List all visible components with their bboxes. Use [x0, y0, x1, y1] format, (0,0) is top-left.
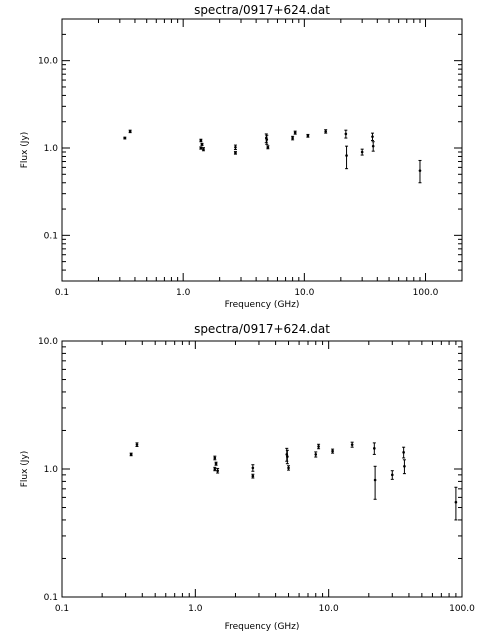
chart-panel-1: spectra/0917+624.dat 0.1 1.0 10.0 100.0 …	[20, 3, 463, 310]
data-point	[314, 453, 318, 456]
axis-ticks	[61, 18, 463, 282]
data-point	[287, 466, 290, 470]
data-point	[291, 136, 294, 140]
data-point	[199, 146, 203, 150]
data-point	[216, 469, 219, 472]
chart-panel-2: spectra/0917+624.dat 0.1 1.0 10.0 100.0 …	[20, 322, 475, 632]
x-tick-label: 100.0	[413, 288, 439, 298]
data-point	[200, 143, 204, 146]
data-point	[128, 130, 132, 133]
plot-frame	[61, 18, 463, 282]
data-point	[286, 455, 289, 458]
data-point	[199, 139, 203, 142]
chart-title: spectra/0917+624.dat	[194, 322, 330, 336]
data-point	[371, 144, 375, 148]
data-point	[213, 456, 217, 460]
data-point	[293, 131, 297, 134]
data-point	[306, 134, 310, 138]
data-point	[251, 474, 255, 478]
y-axis-label: Flux (Jy)	[20, 132, 30, 169]
y-tick-label: 1.0	[44, 465, 59, 475]
data-point	[360, 150, 364, 154]
data-points	[129, 441, 458, 521]
y-tick-label: 0.1	[44, 231, 58, 241]
axis-ticks	[61, 340, 463, 598]
data-point	[350, 443, 354, 446]
y-tick-labels: 0.1 1.0 10.0	[38, 337, 58, 603]
data-point	[403, 464, 406, 468]
data-point	[265, 138, 269, 141]
y-tick-label: 10.0	[38, 57, 58, 67]
y-tick-label: 1.0	[44, 144, 59, 154]
y-tick-labels: 0.1 1.0 10.0	[38, 57, 58, 242]
data-point	[123, 136, 127, 140]
x-tick-labels: 0.1 1.0 10.0 100.0	[55, 604, 475, 614]
data-point	[454, 500, 458, 504]
data-point	[344, 132, 348, 136]
x-axis-label: Frequency (GHz)	[225, 622, 300, 632]
x-tick-label: 1.0	[188, 604, 203, 614]
x-tick-label: 0.1	[55, 288, 69, 298]
chart-title: spectra/0917+624.dat	[194, 3, 330, 17]
data-point	[266, 145, 270, 149]
data-point	[345, 154, 348, 157]
x-tick-label: 100.0	[449, 604, 475, 614]
data-points	[123, 129, 422, 184]
data-point	[251, 466, 255, 470]
x-tick-label: 0.1	[55, 604, 69, 614]
y-axis-label: Flux (Jy)	[20, 451, 30, 488]
data-point	[234, 145, 237, 149]
y-tick-label: 10.0	[38, 337, 58, 347]
data-point	[202, 147, 205, 151]
x-axis-label: Frequency (GHz)	[225, 300, 300, 310]
x-tick-labels: 0.1 1.0 10.0 100.0	[55, 288, 439, 298]
y-tick-label: 0.1	[44, 593, 58, 603]
data-point	[373, 478, 377, 482]
data-point	[373, 447, 376, 450]
data-point	[135, 443, 139, 446]
data-point	[324, 130, 327, 133]
x-tick-label: 10.0	[319, 604, 339, 614]
x-tick-label: 10.0	[294, 288, 314, 298]
data-point	[214, 462, 218, 466]
data-point	[213, 467, 217, 471]
data-point	[331, 449, 334, 453]
data-point	[129, 453, 133, 456]
data-point	[390, 473, 394, 477]
data-point	[418, 169, 422, 172]
data-point	[371, 135, 374, 138]
x-tick-label: 1.0	[176, 288, 191, 298]
data-point	[402, 451, 405, 454]
data-point	[317, 445, 320, 448]
data-point	[234, 151, 237, 155]
